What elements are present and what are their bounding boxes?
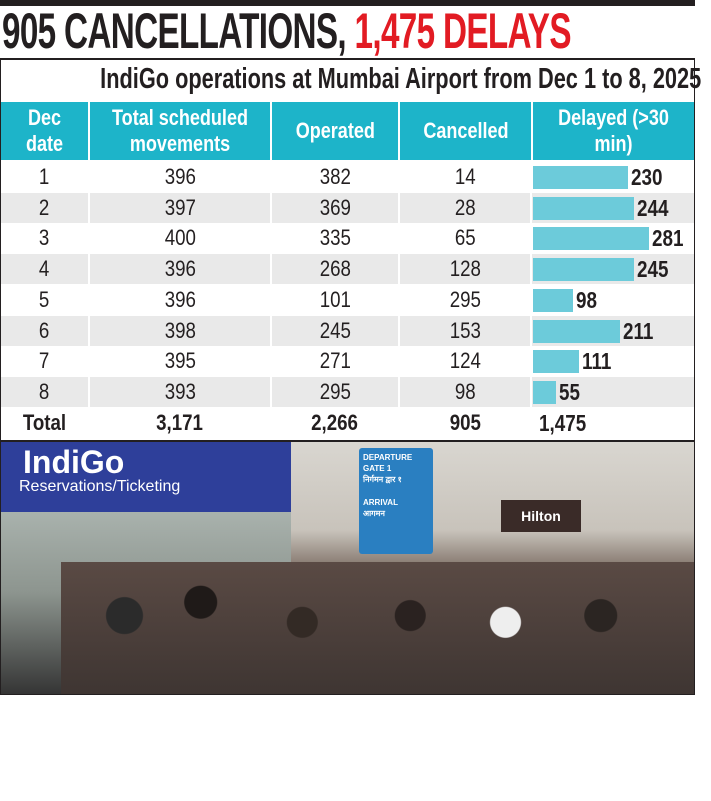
column-divider <box>270 162 272 438</box>
cancelled-cell: 14 <box>455 164 476 189</box>
table-row: 2 397 369 28 244 <box>1 192 694 223</box>
table-row: 8 393 295 98 55 <box>1 376 694 407</box>
column-divider <box>88 162 90 438</box>
date-cell: 3 <box>39 225 50 251</box>
booth-brand: IndiGo <box>23 444 125 480</box>
header-cancelled: Cancelled <box>400 102 531 160</box>
total-cell: 396 <box>164 256 196 282</box>
delayed-bar <box>533 196 634 220</box>
delayed-bar <box>533 380 556 404</box>
total-cell: 396 <box>164 164 196 189</box>
cancelled-cell: 153 <box>449 317 482 343</box>
headline-delays: 1,475 DELAYS <box>354 3 572 59</box>
date-cell: 6 <box>39 317 50 343</box>
delayed-bar <box>533 350 579 374</box>
total-cell: 398 <box>164 317 196 343</box>
delayed-bar <box>533 166 628 189</box>
delayed-label: 211 <box>623 317 654 344</box>
delayed-label: 245 <box>637 256 669 283</box>
delayed-bar <box>533 319 621 343</box>
table-row: 7 395 271 124 111 <box>1 346 694 377</box>
operated-cell: 382 <box>319 164 351 189</box>
date-cell: 7 <box>39 348 50 374</box>
column-divider <box>530 162 532 438</box>
top-rule <box>0 0 695 6</box>
direction-sign: DEPARTURE GATE 1 निर्गमन द्वार १ ARRIVAL… <box>359 448 433 554</box>
delayed-bar <box>533 258 635 282</box>
delayed-label: 1,475 <box>539 409 587 436</box>
cancelled-cell: 124 <box>449 348 482 374</box>
operated-cell: 295 <box>319 378 351 404</box>
crowd <box>61 562 694 694</box>
delayed-bar <box>533 288 574 312</box>
delayed-label: 98 <box>576 286 598 313</box>
cancelled-cell: 65 <box>455 225 476 251</box>
booth-sign: Reservations/Ticketing <box>19 478 181 495</box>
table-row: 6 398 245 153 211 <box>1 315 694 346</box>
column-divider <box>398 162 400 438</box>
date-cell: 5 <box>39 286 50 312</box>
date-cell: 2 <box>39 194 50 220</box>
total-cell: 400 <box>164 225 196 251</box>
operated-cell: 271 <box>319 348 351 374</box>
cancelled-cell: 28 <box>455 194 476 220</box>
headline: 905 CANCELLATIONS, 1,475 DELAYS <box>2 3 572 59</box>
operated-cell: 335 <box>319 225 351 251</box>
hotel-sign: Hilton <box>501 500 581 532</box>
table-title: IndiGo operations at Mumbai Airport from… <box>100 63 702 95</box>
delayed-label: 55 <box>558 378 580 405</box>
table-row: 1 396 382 14 230 <box>1 162 694 192</box>
date-cell: Total <box>22 409 67 435</box>
operated-cell: 245 <box>319 317 351 343</box>
airport-crowd-photo: IndiGo Reservations/Ticketing DEPARTURE … <box>0 441 695 695</box>
cancelled-cell: 295 <box>449 286 482 312</box>
total-cell: 393 <box>164 378 196 404</box>
operated-cell: 101 <box>319 286 351 312</box>
operated-cell: 268 <box>319 256 351 282</box>
total-cell: 3,171 <box>156 409 204 435</box>
operated-cell: 369 <box>319 194 351 220</box>
date-cell: 8 <box>39 378 50 404</box>
cancelled-cell: 128 <box>449 256 482 282</box>
table-frame <box>0 58 695 441</box>
table-row: 5 396 101 295 98 <box>1 284 694 315</box>
header-operated: Operated <box>272 102 398 160</box>
delayed-label: 230 <box>630 164 663 190</box>
operated-cell: 2,266 <box>311 409 359 435</box>
delayed-label: 244 <box>636 194 669 221</box>
cancelled-cell: 98 <box>455 378 476 404</box>
total-cell: 395 <box>164 348 196 374</box>
delayed-label: 281 <box>652 225 684 252</box>
headline-cancellations: 905 CANCELLATIONS, <box>2 3 355 59</box>
total-cell: 396 <box>164 286 196 312</box>
cancelled-cell: 905 <box>449 409 482 435</box>
header-date: Dec date <box>1 102 88 160</box>
table-row: 4 396 268 128 245 <box>1 254 694 285</box>
total-cell: 397 <box>164 194 196 220</box>
date-cell: 1 <box>39 164 50 189</box>
table-row: 3 400 335 65 281 <box>1 223 694 254</box>
delayed-label: 111 <box>581 348 612 375</box>
header-delayed: Delayed (>30 min) <box>533 102 694 160</box>
total-row: Total 3,171 2,266 905 1,475 <box>1 407 694 438</box>
header-total: Total scheduled movements <box>90 102 270 160</box>
delayed-bar <box>533 227 650 251</box>
date-cell: 4 <box>39 256 50 282</box>
